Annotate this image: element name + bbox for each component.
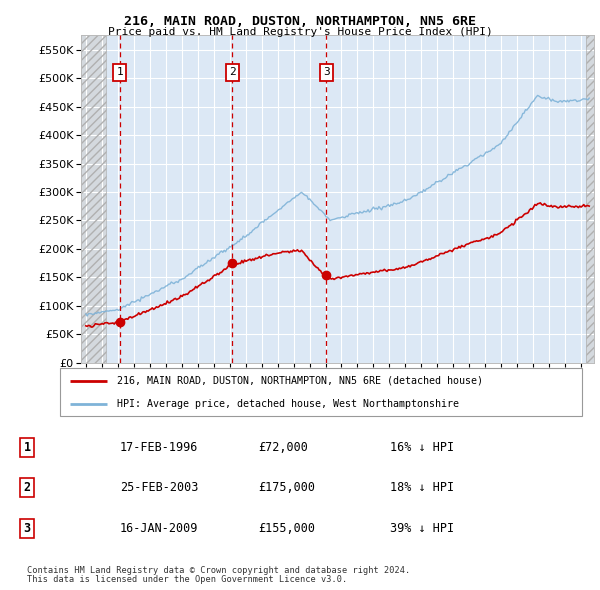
Text: £72,000: £72,000 [258,441,308,454]
Text: HPI: Average price, detached house, West Northamptonshire: HPI: Average price, detached house, West… [118,399,460,409]
Text: 216, MAIN ROAD, DUSTON, NORTHAMPTON, NN5 6RE: 216, MAIN ROAD, DUSTON, NORTHAMPTON, NN5… [124,15,476,28]
Text: 17-FEB-1996: 17-FEB-1996 [120,441,199,454]
Text: 25-FEB-2003: 25-FEB-2003 [120,481,199,494]
Text: 18% ↓ HPI: 18% ↓ HPI [390,481,454,494]
Text: 2: 2 [23,481,31,494]
Text: This data is licensed under the Open Government Licence v3.0.: This data is licensed under the Open Gov… [27,575,347,584]
Text: Price paid vs. HM Land Registry's House Price Index (HPI): Price paid vs. HM Land Registry's House … [107,27,493,37]
Text: 39% ↓ HPI: 39% ↓ HPI [390,522,454,535]
Text: 216, MAIN ROAD, DUSTON, NORTHAMPTON, NN5 6RE (detached house): 216, MAIN ROAD, DUSTON, NORTHAMPTON, NN5… [118,376,484,386]
Text: 1: 1 [23,441,31,454]
Text: 3: 3 [23,522,31,535]
Bar [81,35,106,363]
Text: £155,000: £155,000 [258,522,315,535]
Bar [586,35,594,363]
Text: 16% ↓ HPI: 16% ↓ HPI [390,441,454,454]
Bar [81,35,106,363]
Text: Contains HM Land Registry data © Crown copyright and database right 2024.: Contains HM Land Registry data © Crown c… [27,566,410,575]
FancyBboxPatch shape [60,368,582,416]
Text: 2: 2 [229,67,235,77]
Text: 3: 3 [323,67,329,77]
Bar [586,35,594,363]
Text: £175,000: £175,000 [258,481,315,494]
Text: 1: 1 [116,67,123,77]
Text: 16-JAN-2009: 16-JAN-2009 [120,522,199,535]
